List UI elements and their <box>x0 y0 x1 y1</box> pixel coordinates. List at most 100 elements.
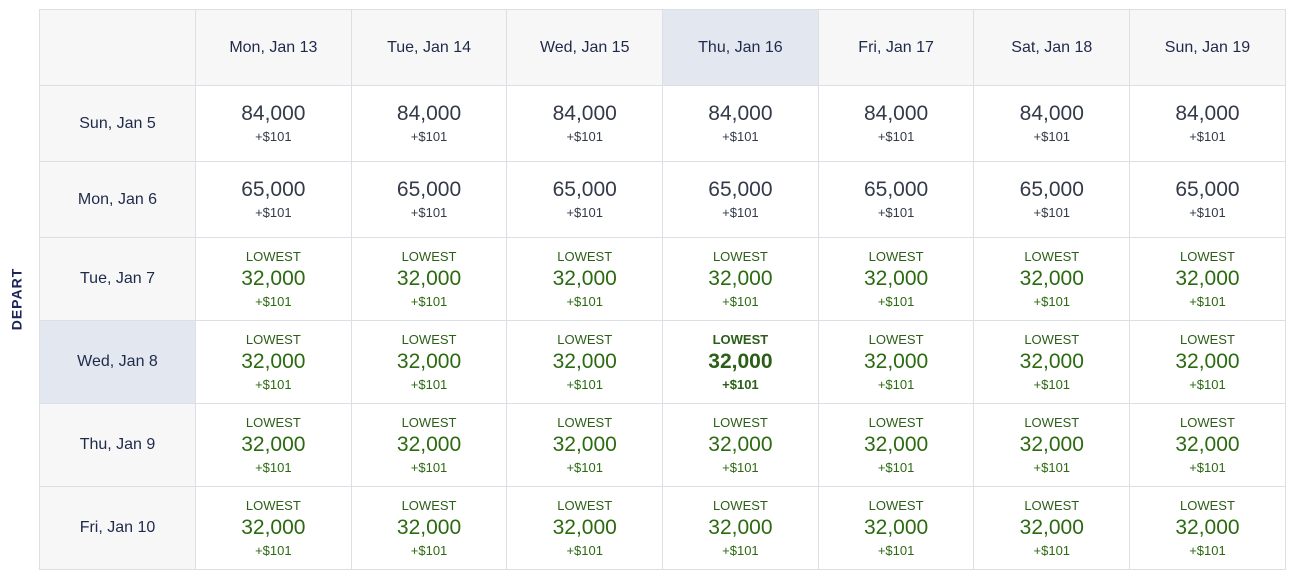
fare-fee: +$101 <box>255 128 292 144</box>
fare-cell[interactable]: LOWEST 32,000 +$101 <box>662 486 819 570</box>
fare-cell[interactable]: 84,000 +$101 <box>662 85 819 162</box>
depart-axis-label: DEPART <box>5 264 27 334</box>
fare-fee: +$101 <box>410 204 448 220</box>
fare-grid: Mon, Jan 13 Tue, Jan 14 Wed, Jan 15 Thu, Ja… <box>39 9 1286 570</box>
fare-miles: 32,000 <box>396 432 462 456</box>
lowest-badge: LOWEST <box>1180 248 1235 264</box>
fare-cell[interactable]: 84,000 +$101 <box>817 85 975 162</box>
table-row: Tue, Jan 7 LOWEST 32,000 +$101 LOWEST 32,000 +… <box>39 237 1286 321</box>
fare-miles: 32,000 <box>1019 349 1084 373</box>
lowest-badge: LOWEST <box>245 497 301 513</box>
fare-fee: +$101 <box>566 542 603 558</box>
fare-cell[interactable]: LOWEST 32,000 +$101 <box>350 403 508 487</box>
fare-miles: 32,000 <box>708 515 773 539</box>
fare-fee: +$101 <box>722 376 759 392</box>
fare-cell-selected[interactable]: LOWEST 32,000 +$101 <box>662 320 819 404</box>
fare-cell[interactable]: LOWEST 32,000 +$101 <box>817 403 975 487</box>
fare-fee: +$101 <box>255 293 292 309</box>
fare-miles: 65,000 <box>552 177 617 201</box>
lowest-badge: LOWEST <box>245 331 301 347</box>
fare-miles: 32,000 <box>1019 432 1084 456</box>
fare-cell[interactable]: LOWEST 32,000 +$101 <box>973 486 1131 570</box>
fare-fee: +$101 <box>410 459 448 475</box>
lowest-badge: LOWEST <box>401 414 457 430</box>
fare-fee: +$101 <box>1189 542 1226 558</box>
table-row: Wed, Jan 8 LOWEST 32,000 +$101 LOWEST 32,000 +… <box>39 320 1286 404</box>
fare-cell[interactable]: LOWEST 32,000 +$101 <box>195 486 352 570</box>
fare-fee: +$101 <box>255 459 292 475</box>
fare-fee: +$101 <box>255 376 292 392</box>
fare-fee: +$101 <box>1189 204 1226 220</box>
lowest-badge: LOWEST <box>401 248 457 264</box>
fare-miles: 32,000 <box>708 432 773 456</box>
fare-cell[interactable]: LOWEST 32,000 +$101 <box>506 320 664 404</box>
fare-cell[interactable]: 65,000 +$101 <box>506 161 664 238</box>
fare-cell[interactable]: 84,000 +$101 <box>195 85 352 162</box>
fare-cell[interactable]: LOWEST 32,000 +$101 <box>973 320 1131 404</box>
fare-cell[interactable]: LOWEST 32,000 +$101 <box>817 486 975 570</box>
fare-cell[interactable]: LOWEST 32,000 +$101 <box>1129 486 1286 570</box>
fare-cell[interactable]: LOWEST 32,000 +$101 <box>195 320 352 404</box>
fare-fee: +$101 <box>877 293 915 309</box>
fare-miles: 65,000 <box>1175 177 1240 201</box>
fare-fee: +$101 <box>877 459 915 475</box>
lowest-badge: LOWEST <box>557 248 613 264</box>
lowest-badge: LOWEST <box>1024 414 1080 430</box>
lowest-badge: LOWEST <box>245 414 301 430</box>
fare-fee: +$101 <box>255 542 292 558</box>
return-date-header: Wed, Jan 15 <box>506 9 664 86</box>
lowest-badge: LOWEST <box>557 414 613 430</box>
fare-fee: +$101 <box>1189 376 1226 392</box>
fare-cell[interactable]: LOWEST 32,000 +$101 <box>506 486 664 570</box>
fare-cell[interactable]: LOWEST 32,000 +$101 <box>662 403 819 487</box>
lowest-badge: LOWEST <box>401 497 457 513</box>
lowest-badge: LOWEST <box>1024 331 1080 347</box>
fare-miles: 32,000 <box>863 515 929 539</box>
fare-cell[interactable]: LOWEST 32,000 +$101 <box>1129 237 1286 321</box>
fare-miles: 84,000 <box>863 101 929 125</box>
fare-cell[interactable]: LOWEST 32,000 +$101 <box>350 237 508 321</box>
fare-cell[interactable]: LOWEST 32,000 +$101 <box>195 237 352 321</box>
fare-cell[interactable]: 65,000 +$101 <box>195 161 352 238</box>
lowest-badge: LOWEST <box>557 497 613 513</box>
fare-cell[interactable]: 84,000 +$101 <box>506 85 664 162</box>
fare-cell[interactable]: LOWEST 32,000 +$101 <box>506 237 664 321</box>
depart-date-header: Tue, Jan 7 <box>39 237 196 321</box>
fare-cell[interactable]: LOWEST 32,000 +$101 <box>1129 320 1286 404</box>
fare-cell[interactable]: 65,000 +$101 <box>973 161 1131 238</box>
fare-miles: 65,000 <box>1019 177 1084 201</box>
fare-cell[interactable]: 84,000 +$101 <box>973 85 1131 162</box>
fare-fee: +$101 <box>722 459 759 475</box>
fare-cell[interactable]: LOWEST 32,000 +$101 <box>817 237 975 321</box>
table-row: Mon, Jan 6 65,000 +$101 65,000 +$101 65,000 +$… <box>39 161 1286 238</box>
fare-cell[interactable]: LOWEST 32,000 +$101 <box>350 486 508 570</box>
fare-cell[interactable]: LOWEST 32,000 +$101 <box>662 237 819 321</box>
fare-cell[interactable]: LOWEST 32,000 +$101 <box>350 320 508 404</box>
fare-miles: 32,000 <box>396 349 462 373</box>
fare-cell[interactable]: LOWEST 32,000 +$101 <box>973 237 1131 321</box>
fare-miles: 84,000 <box>241 101 306 125</box>
depart-date-header: Sun, Jan 5 <box>39 85 196 162</box>
fare-cell[interactable]: LOWEST 32,000 +$101 <box>506 403 664 487</box>
fare-cell[interactable]: 65,000 +$101 <box>1129 161 1286 238</box>
table-row: Sun, Jan 5 84,000 +$101 84,000 +$101 84,000 +$… <box>39 85 1286 162</box>
fare-fee: +$101 <box>1189 128 1226 144</box>
return-date-header: Fri, Jan 17 <box>817 9 975 86</box>
fare-fee: +$101 <box>410 376 448 392</box>
fare-cell[interactable]: 84,000 +$101 <box>350 85 508 162</box>
fare-miles: 32,000 <box>1019 266 1084 290</box>
fare-cell[interactable]: 65,000 +$101 <box>817 161 975 238</box>
fare-miles: 32,000 <box>1175 432 1240 456</box>
fare-cell[interactable]: LOWEST 32,000 +$101 <box>1129 403 1286 487</box>
fare-cell[interactable]: LOWEST 32,000 +$101 <box>817 320 975 404</box>
fare-cell[interactable]: LOWEST 32,000 +$101 <box>973 403 1131 487</box>
fare-cell[interactable]: 84,000 +$101 <box>1129 85 1286 162</box>
fare-cell[interactable]: LOWEST 32,000 +$101 <box>195 403 352 487</box>
fare-miles: 65,000 <box>396 177 462 201</box>
fare-cell[interactable]: 65,000 +$101 <box>662 161 819 238</box>
fare-fee: +$101 <box>255 204 292 220</box>
fare-miles: 32,000 <box>552 515 617 539</box>
fare-cell[interactable]: 65,000 +$101 <box>350 161 508 238</box>
fare-miles: 32,000 <box>241 349 306 373</box>
lowest-badge: LOWEST <box>712 414 768 430</box>
